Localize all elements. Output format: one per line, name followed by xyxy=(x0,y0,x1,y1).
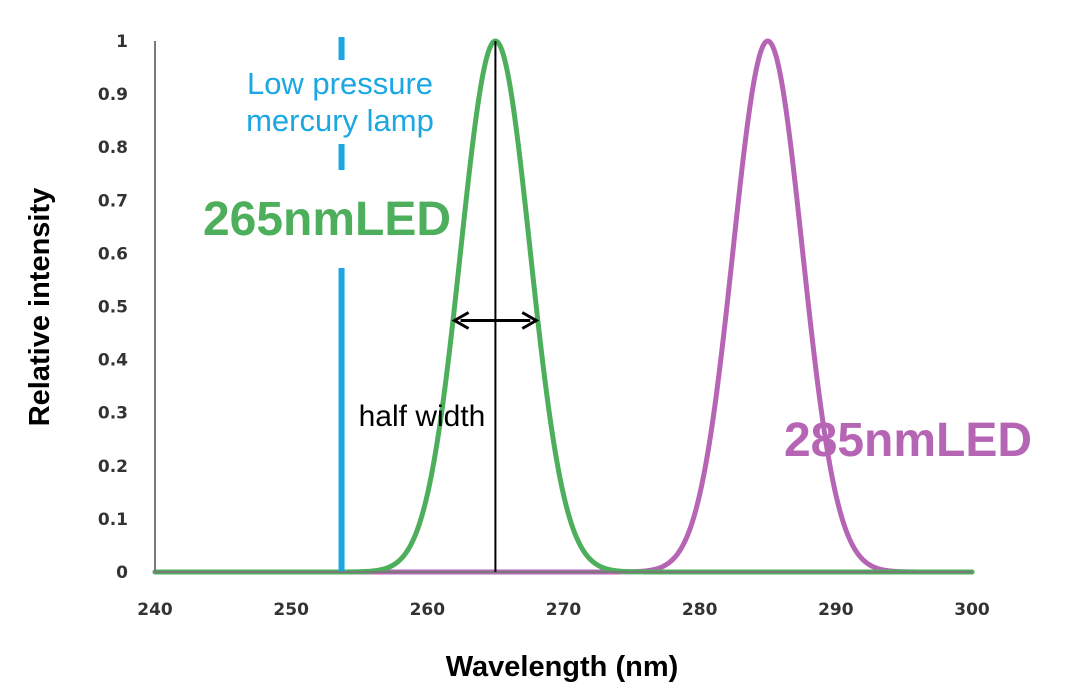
y-tick-label: 0.8 xyxy=(98,138,128,158)
x-tick-label: 260 xyxy=(410,600,446,620)
annotation-markers xyxy=(451,41,540,572)
x-tick-label: 250 xyxy=(273,600,309,620)
x-tick-label: 270 xyxy=(546,600,582,620)
y-tick-label: 0.1 xyxy=(98,510,128,530)
lamp-label-line-2: mercury lamp xyxy=(246,103,434,138)
half-width-label: half width xyxy=(359,400,486,433)
axes-layer xyxy=(154,41,972,573)
y-tick-labels: 0 0.1 0.2 0.3 0.4 0.5 0.6 0.7 0.8 0.9 1 xyxy=(98,32,128,583)
lamp-label-line-1: Low pressure xyxy=(247,66,433,101)
led-265-label: 265nmLED xyxy=(203,193,451,246)
y-axis-title: Relative intensity xyxy=(24,188,56,427)
x-axis-title: Wavelength (nm) xyxy=(446,651,679,683)
y-tick-label: 0.2 xyxy=(98,457,128,477)
y-tick-label: 0 xyxy=(116,563,128,583)
y-tick-label: 0.3 xyxy=(98,404,128,424)
x-tick-labels: 240 250 260 270 280 290 300 xyxy=(137,600,990,620)
y-tick-label: 0.7 xyxy=(98,191,128,211)
x-tick-label: 240 xyxy=(137,600,173,620)
half-width-arrowhead-right xyxy=(521,311,540,330)
x-tick-label: 290 xyxy=(818,600,854,620)
y-tick-label: 1 xyxy=(116,32,128,52)
y-tick-label: 0.6 xyxy=(98,244,128,264)
x-tick-label: 280 xyxy=(682,600,718,620)
x-tick-label: 300 xyxy=(954,600,990,620)
y-tick-label: 0.4 xyxy=(98,351,128,371)
y-tick-label: 0.9 xyxy=(98,85,128,105)
half-width-arrowhead-left xyxy=(451,311,470,330)
y-tick-label: 0.5 xyxy=(98,298,128,318)
led-285-label: 285nmLED xyxy=(784,414,1032,467)
